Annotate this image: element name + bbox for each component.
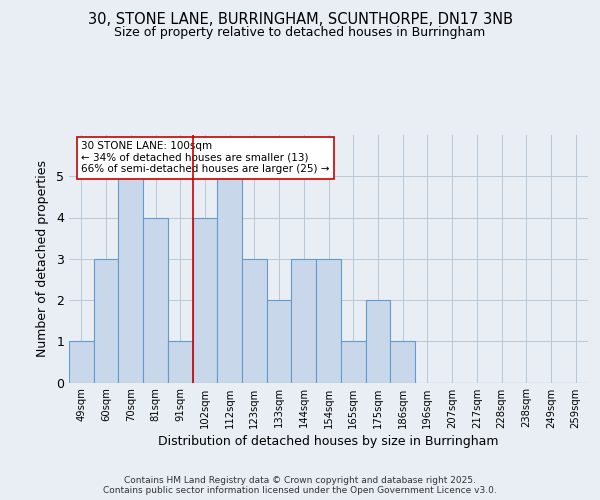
Text: 30, STONE LANE, BURRINGHAM, SCUNTHORPE, DN17 3NB: 30, STONE LANE, BURRINGHAM, SCUNTHORPE, … [88,12,512,28]
Bar [217,176,242,382]
Bar [341,341,365,382]
Bar [316,259,341,382]
Bar [390,341,415,382]
Text: Contains HM Land Registry data © Crown copyright and database right 2025.
Contai: Contains HM Land Registry data © Crown c… [103,476,497,495]
Bar [365,300,390,382]
X-axis label: Distribution of detached houses by size in Burringham: Distribution of detached houses by size … [158,434,499,448]
Bar [193,218,217,382]
Bar [267,300,292,382]
Text: 30 STONE LANE: 100sqm
← 34% of detached houses are smaller (13)
66% of semi-deta: 30 STONE LANE: 100sqm ← 34% of detached … [82,141,330,174]
Bar [292,259,316,382]
Bar [118,176,143,382]
Bar [143,218,168,382]
Bar [94,259,118,382]
Bar [69,341,94,382]
Bar [168,341,193,382]
Text: Size of property relative to detached houses in Burringham: Size of property relative to detached ho… [115,26,485,39]
Bar [242,259,267,382]
Y-axis label: Number of detached properties: Number of detached properties [36,160,49,357]
